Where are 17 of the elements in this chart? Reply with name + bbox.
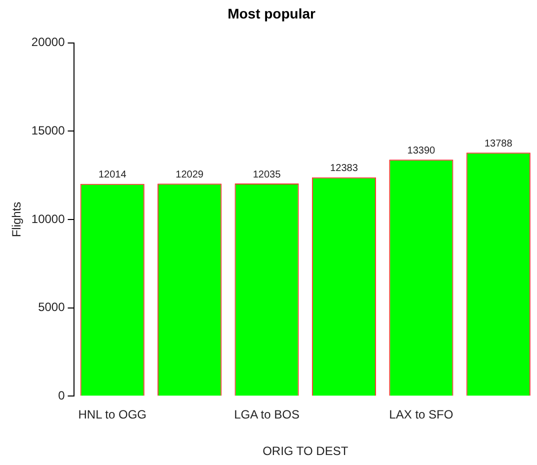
y-tick-label: 15000 [31,123,66,138]
x-tick-label: LGA to BOS [234,408,300,422]
data-label: 12014 [98,170,127,181]
data-label: 12035 [252,169,282,180]
data-label: 12383 [330,163,358,174]
x-tick-label: HNL to OGG [78,408,146,422]
y-tick-label: 5000 [38,300,66,314]
y-tick-label: 10000 [31,212,66,226]
x-tick-label: LAX to SFO [389,408,454,422]
y-axis-title: Flights [10,202,24,238]
chart-title: Most popular [228,5,316,22]
data-label: 13390 [407,145,436,156]
data-label: 12029 [176,169,204,180]
y-tick-label: 20000 [31,35,66,50]
x-axis-title: ORIG TO DEST [262,444,349,458]
data-label: 13788 [484,138,513,150]
y-tick-label: 0 [58,388,66,403]
